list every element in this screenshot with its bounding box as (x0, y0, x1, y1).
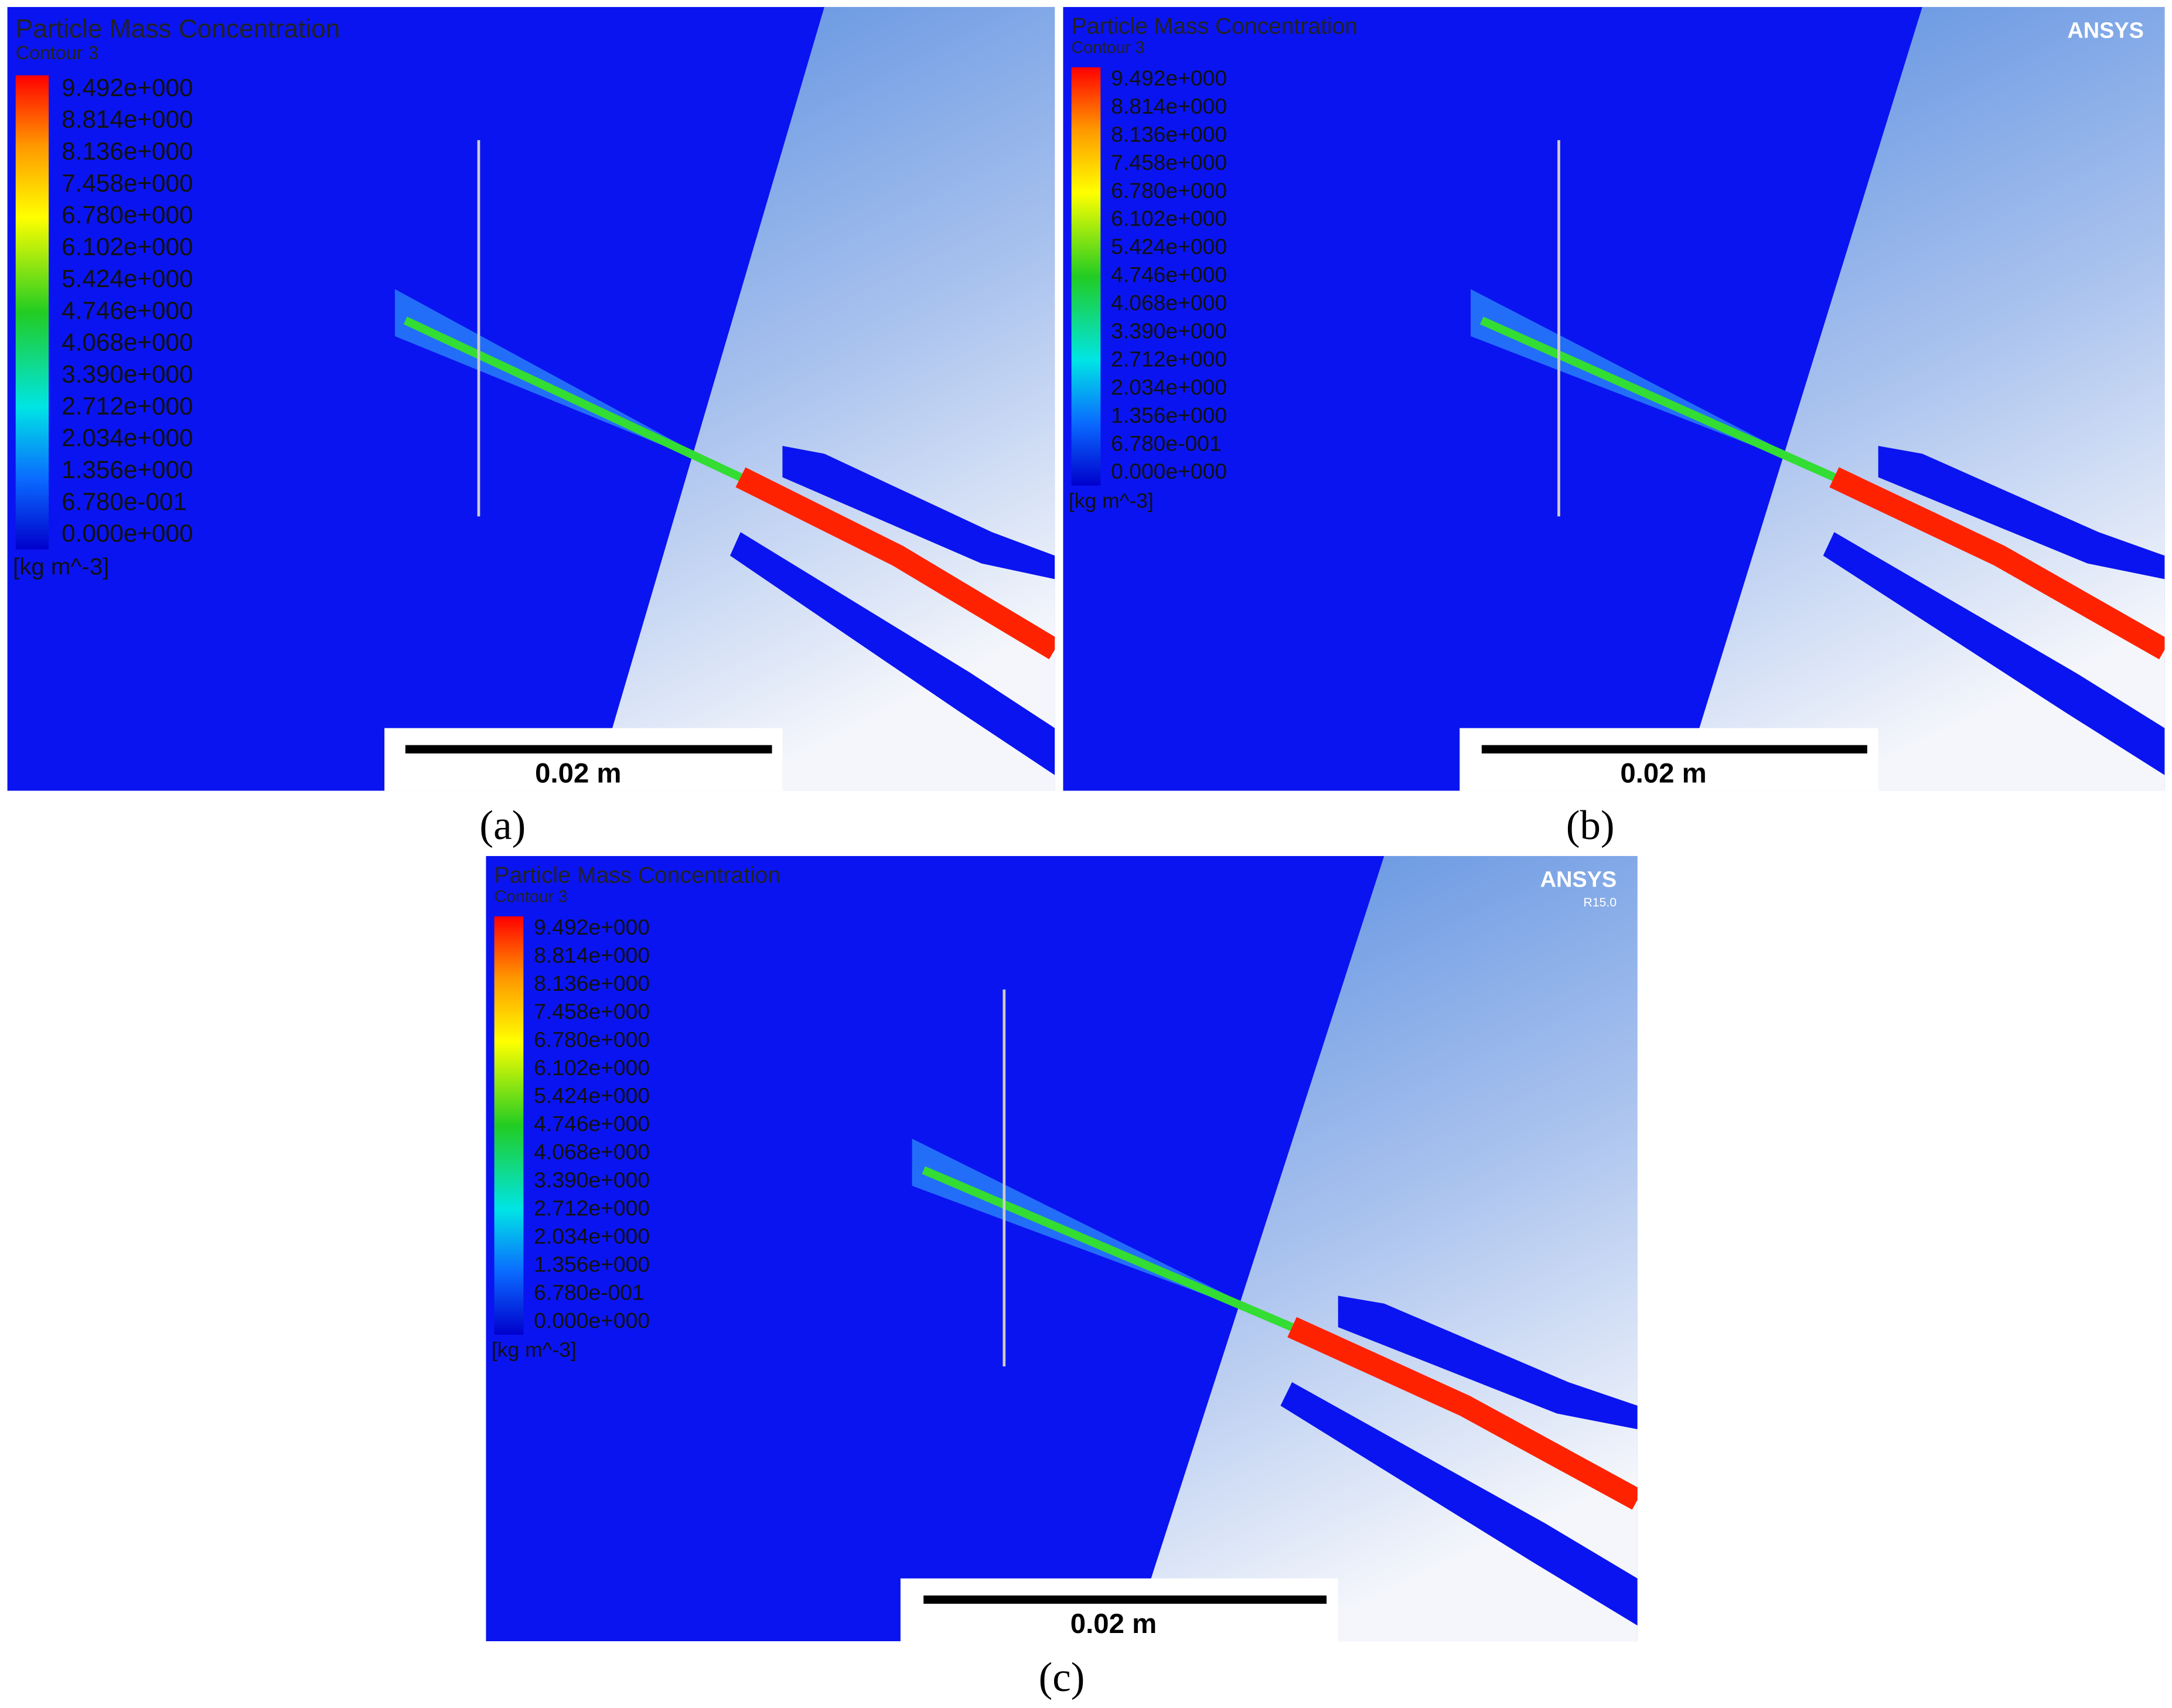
lower-wall (1280, 1382, 1638, 1626)
legend-title: Particle Mass Concentration (495, 863, 780, 888)
legend-label: 0.000e+000 (62, 520, 193, 547)
watermark: ANSYS (2067, 18, 2144, 43)
jet-core (1479, 316, 1836, 482)
legend-label: 3.390e+000 (1111, 319, 1227, 343)
legend-label: 9.492e+000 (1111, 66, 1227, 90)
legend-label: 2.712e+000 (62, 392, 193, 420)
jet-core (922, 1166, 1294, 1331)
legend-label: 2.034e+000 (1111, 374, 1227, 399)
legend-label: 6.780e+000 (62, 201, 193, 229)
legend-label: 4.746e+000 (62, 296, 193, 324)
legend-subtitle: Contour 3 (1072, 38, 1145, 57)
legend-label: 8.814e+000 (62, 105, 193, 133)
legend-label: 0.000e+000 (534, 1308, 650, 1332)
scale-label: 0.02 m (535, 758, 621, 789)
legend-subtitle: Contour 3 (495, 887, 568, 906)
jet-hot (1829, 467, 2165, 660)
scale-box (900, 1578, 1338, 1642)
legend-label: 4.068e+000 (1111, 291, 1227, 315)
legend-label: 8.136e+000 (534, 971, 650, 996)
legend-label: 4.068e+000 (534, 1140, 650, 1164)
colorbar (15, 75, 49, 550)
scale-box (1460, 728, 1878, 791)
legend-label: 2.034e+000 (62, 424, 193, 452)
legend-subtitle: Contour 3 (16, 42, 98, 63)
legend-label: 1.356e+000 (534, 1252, 650, 1276)
legend-label: 6.780e-001 (62, 487, 187, 515)
outlet-region (594, 6, 1055, 791)
legend-label: 6.102e+000 (62, 233, 193, 261)
legend-label: 6.780e-001 (534, 1280, 645, 1304)
legend-unit: [kg m^-3] (13, 553, 109, 579)
scale-box (384, 728, 783, 791)
legend-label: 6.102e+000 (534, 1055, 650, 1080)
lower-wall (730, 532, 1055, 775)
jet-plume (394, 289, 741, 478)
legend-label: 7.458e+000 (1111, 150, 1227, 175)
legend-label: 5.424e+000 (62, 265, 193, 292)
caption: (a) (479, 803, 526, 848)
legend-label: 2.034e+000 (534, 1223, 650, 1248)
upper-wall (1878, 446, 2165, 579)
legend-label: 2.712e+000 (534, 1196, 650, 1221)
legend-label: 6.780e+000 (1111, 178, 1227, 203)
legend-title: Particle Mass Concentration (16, 15, 340, 43)
legend-unit: [kg m^-3] (1069, 489, 1154, 513)
jet-core (403, 316, 742, 481)
legend-label: 6.780e+000 (534, 1027, 650, 1052)
legend-label: 2.712e+000 (1111, 346, 1227, 371)
legend-label: 4.068e+000 (62, 329, 193, 356)
legend-label: 8.814e+000 (1111, 94, 1227, 118)
version: R15.0 (1583, 895, 1617, 909)
legend-label: 5.424e+000 (534, 1083, 650, 1108)
legend-label: 9.492e+000 (534, 915, 650, 939)
jet-hot (735, 467, 1055, 660)
outlet-region (1680, 6, 2165, 791)
colorbar (1071, 67, 1101, 486)
legend-label: 6.102e+000 (1111, 206, 1227, 231)
colorbar (494, 916, 524, 1335)
legend-label: 4.746e+000 (1111, 262, 1227, 287)
lower-wall (1823, 532, 2165, 775)
legend-label: 8.814e+000 (534, 943, 650, 967)
upper-wall (782, 446, 1055, 579)
legend-label: 0.000e+000 (1111, 459, 1227, 483)
outlet-region (1130, 855, 1638, 1642)
legend-label: 6.780e-001 (1111, 431, 1222, 455)
caption: (b) (1566, 803, 1615, 848)
scale-label: 0.02 m (1070, 1608, 1157, 1639)
legend-unit: [kg m^-3] (492, 1338, 577, 1362)
upper-wall (1338, 1296, 1638, 1430)
legend-label: 1.356e+000 (62, 456, 193, 483)
legend-label: 7.458e+000 (62, 169, 193, 197)
legend-label: 4.746e+000 (534, 1112, 650, 1136)
legend-label: 8.136e+000 (62, 138, 193, 165)
jet-hot (1287, 1317, 1638, 1510)
legend-label: 5.424e+000 (1111, 234, 1227, 259)
watermark: ANSYS (1540, 868, 1617, 892)
legend-title: Particle Mass Concentration (1072, 14, 1358, 39)
legend-label: 7.458e+000 (534, 999, 650, 1024)
legend-label: 1.356e+000 (1111, 403, 1227, 427)
legend-label: 3.390e+000 (534, 1168, 650, 1192)
scale-label: 0.02 m (1620, 758, 1706, 789)
legend-label: 3.390e+000 (62, 360, 193, 388)
caption: (c) (1039, 1655, 1085, 1700)
legend-label: 9.492e+000 (62, 74, 193, 101)
legend-label: 8.136e+000 (1111, 122, 1227, 146)
